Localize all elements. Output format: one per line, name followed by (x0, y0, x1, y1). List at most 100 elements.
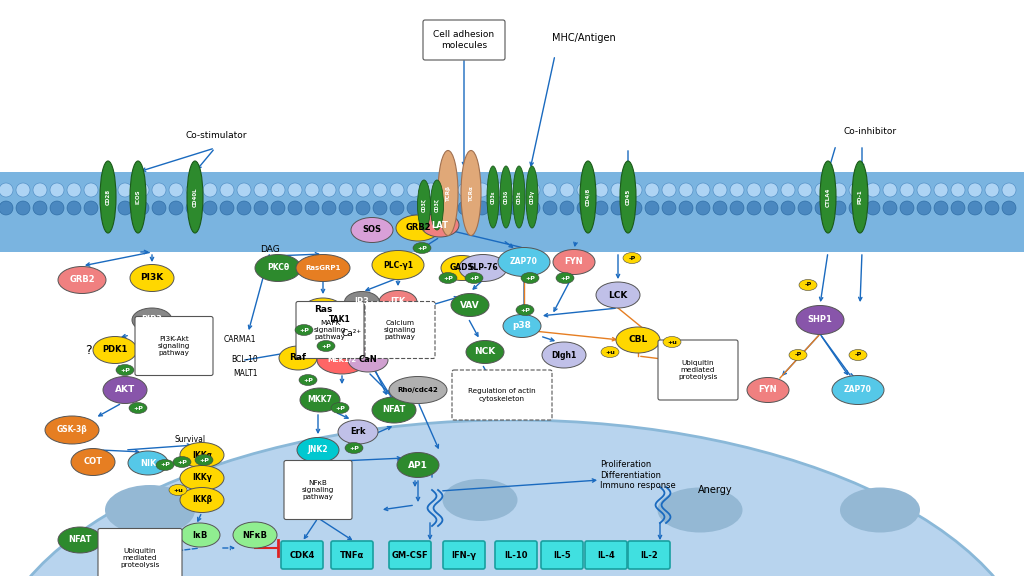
Text: ZAP70: ZAP70 (510, 257, 538, 267)
Ellipse shape (100, 161, 116, 233)
FancyBboxPatch shape (296, 301, 364, 358)
Ellipse shape (372, 251, 424, 279)
Text: GM-CSF: GM-CSF (392, 551, 428, 559)
Text: +P: +P (443, 275, 453, 281)
Text: COT: COT (84, 457, 102, 467)
Text: IKKγ: IKKγ (193, 473, 212, 483)
Text: MALT1: MALT1 (232, 369, 257, 378)
Ellipse shape (128, 451, 168, 475)
Ellipse shape (580, 161, 596, 233)
Ellipse shape (840, 487, 920, 532)
Circle shape (577, 201, 591, 215)
Text: TCRα: TCRα (469, 185, 473, 201)
Text: CD28: CD28 (105, 189, 111, 205)
Text: +P: +P (469, 275, 479, 281)
Circle shape (407, 201, 421, 215)
Circle shape (968, 183, 982, 197)
Text: Cell adhesion
molecules: Cell adhesion molecules (433, 31, 495, 50)
Ellipse shape (169, 484, 187, 495)
Text: TNFα: TNFα (340, 551, 365, 559)
Circle shape (781, 201, 795, 215)
Ellipse shape (438, 150, 458, 236)
Circle shape (866, 201, 880, 215)
Ellipse shape (487, 166, 499, 228)
FancyBboxPatch shape (284, 460, 352, 520)
Ellipse shape (466, 340, 504, 363)
Text: CD40L: CD40L (193, 187, 198, 207)
FancyBboxPatch shape (281, 541, 323, 569)
Ellipse shape (831, 376, 884, 404)
Text: -P: -P (854, 353, 861, 358)
Circle shape (492, 183, 506, 197)
Text: IKKα: IKKα (193, 450, 212, 460)
Circle shape (305, 183, 319, 197)
Circle shape (866, 183, 880, 197)
Ellipse shape (799, 279, 817, 290)
Ellipse shape (441, 256, 483, 281)
Ellipse shape (556, 272, 574, 283)
Text: CD45: CD45 (626, 189, 631, 205)
Text: Ubiquitin
mediated
proteolysis: Ubiquitin mediated proteolysis (678, 360, 718, 380)
Text: GSK-3β: GSK-3β (56, 426, 87, 434)
Circle shape (746, 201, 761, 215)
Text: CD4/8: CD4/8 (586, 188, 591, 206)
Ellipse shape (623, 252, 641, 263)
Circle shape (730, 183, 744, 197)
Ellipse shape (616, 327, 660, 353)
Text: SHP1: SHP1 (808, 316, 833, 324)
Circle shape (33, 201, 47, 215)
Text: PLC-γ1: PLC-γ1 (383, 260, 413, 270)
Circle shape (271, 201, 285, 215)
Text: Calcium
signaling
pathway: Calcium signaling pathway (384, 320, 416, 340)
Circle shape (254, 183, 268, 197)
Text: NIK: NIK (140, 458, 157, 468)
Ellipse shape (195, 454, 213, 465)
Circle shape (849, 183, 863, 197)
Text: AKT: AKT (115, 385, 135, 395)
Circle shape (237, 183, 251, 197)
Text: PAK: PAK (488, 391, 508, 400)
Ellipse shape (173, 457, 191, 468)
Ellipse shape (430, 180, 443, 230)
Ellipse shape (344, 291, 380, 313)
Circle shape (918, 201, 931, 215)
Text: +P: +P (417, 245, 427, 251)
Ellipse shape (479, 384, 517, 407)
Ellipse shape (397, 453, 439, 478)
Text: BCL-10: BCL-10 (231, 355, 258, 365)
Circle shape (0, 183, 13, 197)
Ellipse shape (500, 166, 512, 228)
Text: ?: ? (85, 343, 91, 357)
Circle shape (50, 201, 63, 215)
Ellipse shape (317, 340, 335, 351)
Text: p38: p38 (513, 321, 531, 331)
Text: GRB2: GRB2 (406, 223, 431, 233)
Circle shape (135, 201, 150, 215)
Ellipse shape (180, 487, 224, 513)
Circle shape (560, 183, 574, 197)
Ellipse shape (465, 272, 483, 283)
Text: Rho/cdc42: Rho/cdc42 (397, 387, 438, 393)
Text: FYN: FYN (759, 385, 777, 395)
Ellipse shape (297, 438, 339, 463)
Text: CD3ζ: CD3ζ (434, 198, 439, 212)
Text: PI3K: PI3K (140, 274, 164, 282)
Circle shape (237, 201, 251, 215)
Circle shape (390, 201, 404, 215)
Text: +P: +P (322, 343, 331, 348)
Ellipse shape (516, 305, 534, 316)
Circle shape (288, 183, 302, 197)
Circle shape (118, 183, 132, 197)
Circle shape (730, 201, 744, 215)
Text: CD3ε: CD3ε (516, 190, 521, 204)
Circle shape (356, 201, 370, 215)
Ellipse shape (180, 465, 224, 491)
Text: IL-2: IL-2 (640, 551, 657, 559)
Text: NFκB
signaling
pathway: NFκB signaling pathway (302, 480, 334, 500)
FancyBboxPatch shape (0, 172, 1024, 252)
Ellipse shape (442, 479, 517, 521)
Circle shape (424, 183, 438, 197)
Ellipse shape (156, 460, 174, 471)
Circle shape (645, 201, 659, 215)
Text: CD3ε: CD3ε (490, 190, 496, 204)
